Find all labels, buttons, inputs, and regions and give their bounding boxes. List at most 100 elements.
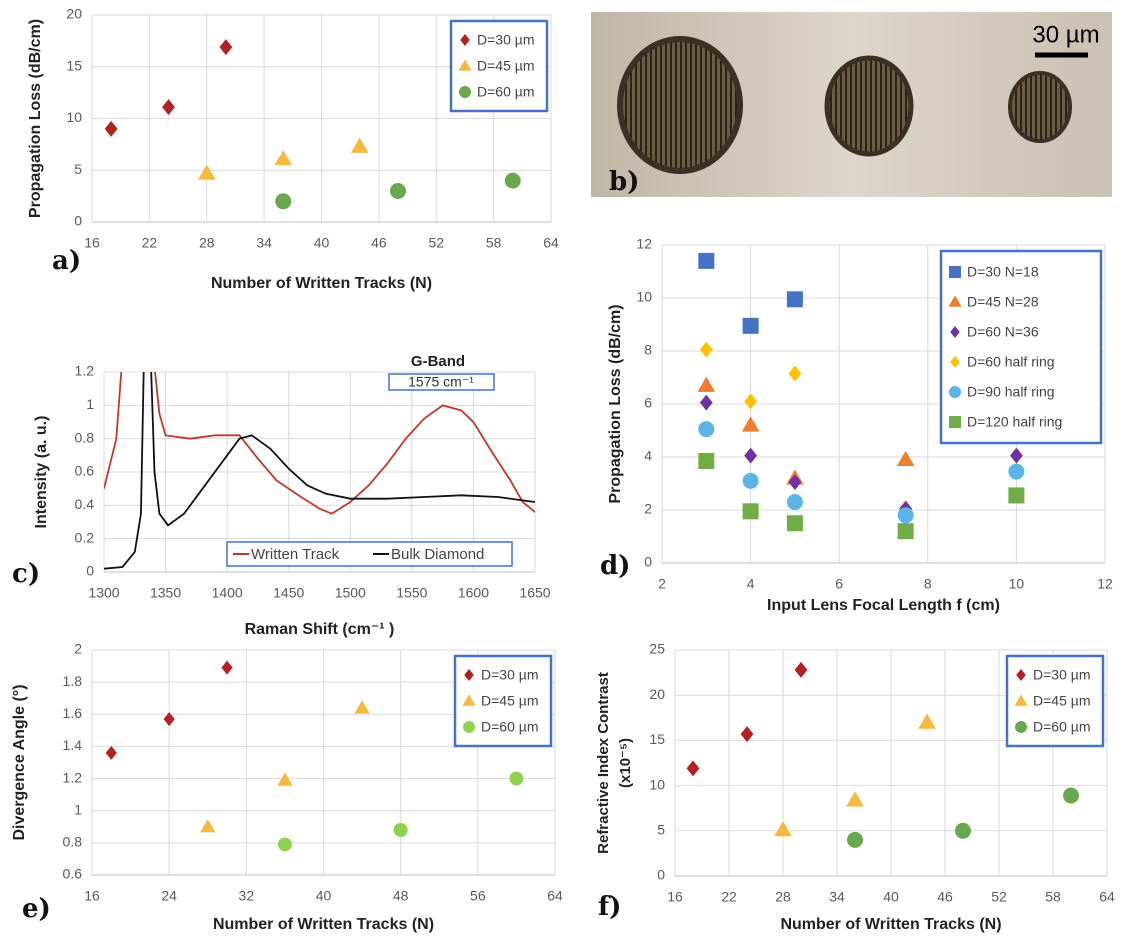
point [918, 713, 936, 729]
point [699, 394, 713, 411]
point [698, 452, 715, 469]
y-tick-label: 10 [66, 109, 82, 125]
x-tick-label: 40 [314, 235, 330, 251]
point [1008, 463, 1025, 480]
y-tick-label: 0.2 [75, 529, 95, 545]
legend-label: D=60 µm [481, 719, 538, 735]
point [742, 472, 759, 489]
track-cross-section [1008, 71, 1072, 143]
panel-label: b) [609, 167, 639, 197]
panel-label: e) [22, 894, 51, 924]
point [105, 745, 117, 760]
x-axis-label: Number of Written Tracks (N) [211, 275, 432, 292]
point [897, 507, 914, 524]
legend-label: D=60 N=36 [967, 324, 1039, 340]
y-axis-label: Propagation Loss (dB/cm) [27, 19, 44, 218]
point [896, 450, 915, 467]
point [1010, 447, 1023, 464]
legend-label: D=30 µm [1033, 667, 1090, 683]
x-tick-label: 52 [991, 889, 1007, 905]
x-tick-label: 1650 [519, 585, 550, 601]
y-tick-label: 1.2 [63, 769, 83, 785]
x-tick-label: 16 [667, 889, 683, 905]
y-tick-label: 10 [649, 776, 665, 792]
legend-label: Written Track [251, 546, 340, 563]
y-tick-label: 2 [74, 641, 82, 657]
y-tick-label: 1.8 [63, 673, 83, 689]
annotation: 1575 cm⁻¹ [408, 374, 474, 390]
x-tick-label: 2 [658, 576, 666, 592]
legend-box [226, 541, 513, 567]
y-tick-label: 1 [74, 801, 82, 817]
legend-marker [1014, 694, 1028, 706]
point [788, 365, 802, 382]
legend-marker [1015, 721, 1027, 733]
y-tick-label: 0.8 [75, 429, 95, 445]
point [274, 150, 293, 166]
y-tick-label: 2 [644, 501, 652, 517]
legend-label: Bulk Diamond [391, 546, 484, 563]
micrograph: 30 µm b) [591, 12, 1112, 197]
point [1008, 487, 1025, 504]
x-axis-label: Number of Written Tracks (N) [780, 916, 1001, 933]
y-tick-label: 15 [66, 57, 82, 73]
legend-marker [459, 86, 471, 98]
point [788, 474, 802, 491]
x-tick-label: 40 [316, 888, 332, 904]
legend-marker [949, 386, 961, 398]
x-tick-label: 24 [161, 888, 177, 904]
legend-label: D=60 µm [477, 84, 534, 100]
point [699, 341, 713, 358]
point [697, 376, 716, 392]
x-tick-label: 28 [199, 235, 215, 251]
y-tick-label: 4 [644, 448, 652, 464]
x-tick-label: 1550 [396, 585, 427, 601]
y-axis-label: Refractive Index Contrast [595, 672, 612, 854]
point [744, 447, 757, 464]
panel-label: c) [12, 559, 40, 589]
legend-label: D=30 µm [481, 667, 538, 683]
y-tick-label: 15 [649, 731, 665, 747]
point [393, 823, 408, 837]
point [197, 164, 216, 180]
legend-label: D=30 N=18 [967, 264, 1039, 280]
point [390, 182, 406, 199]
x-axis-label: Raman Shift (cm⁻¹ ) [245, 621, 395, 638]
x-tick-label: 8 [924, 576, 932, 592]
point [219, 39, 233, 56]
scale-label: 30 µm [1032, 21, 1099, 48]
legend-label: D=45 µm [481, 693, 538, 709]
legend-box [939, 249, 1103, 445]
point [740, 726, 754, 743]
track-cross-section [617, 36, 743, 174]
y-tick-label: 8 [644, 342, 652, 358]
legend-marker [948, 295, 962, 307]
y-tick-label: 0 [86, 563, 94, 579]
x-tick-label: 64 [547, 888, 563, 904]
x-tick-label: 40 [883, 889, 899, 905]
point [846, 791, 864, 807]
point [741, 416, 760, 432]
x-tick-label: 64 [543, 235, 559, 251]
legend-label: D=45 N=28 [967, 294, 1039, 310]
x-tick-label: 56 [470, 888, 486, 904]
point [786, 291, 803, 308]
panel-label: f) [598, 892, 622, 922]
legend-label: D=120 half ring [967, 414, 1062, 430]
point [698, 252, 715, 269]
legend-marker [949, 266, 961, 278]
x-tick-label: 1450 [273, 585, 304, 601]
point [955, 822, 971, 839]
x-tick-label: 22 [721, 889, 737, 905]
point [104, 120, 118, 137]
legend-label: D=30 µm [477, 32, 534, 48]
point [786, 494, 803, 511]
line-series [104, 372, 535, 515]
legend-label: D=45 µm [477, 58, 534, 74]
point [744, 393, 757, 410]
y-axis-label: (x10⁻⁵) [617, 738, 634, 788]
track-cross-section [824, 55, 914, 157]
point [162, 99, 175, 116]
x-tick-label: 46 [371, 235, 387, 251]
